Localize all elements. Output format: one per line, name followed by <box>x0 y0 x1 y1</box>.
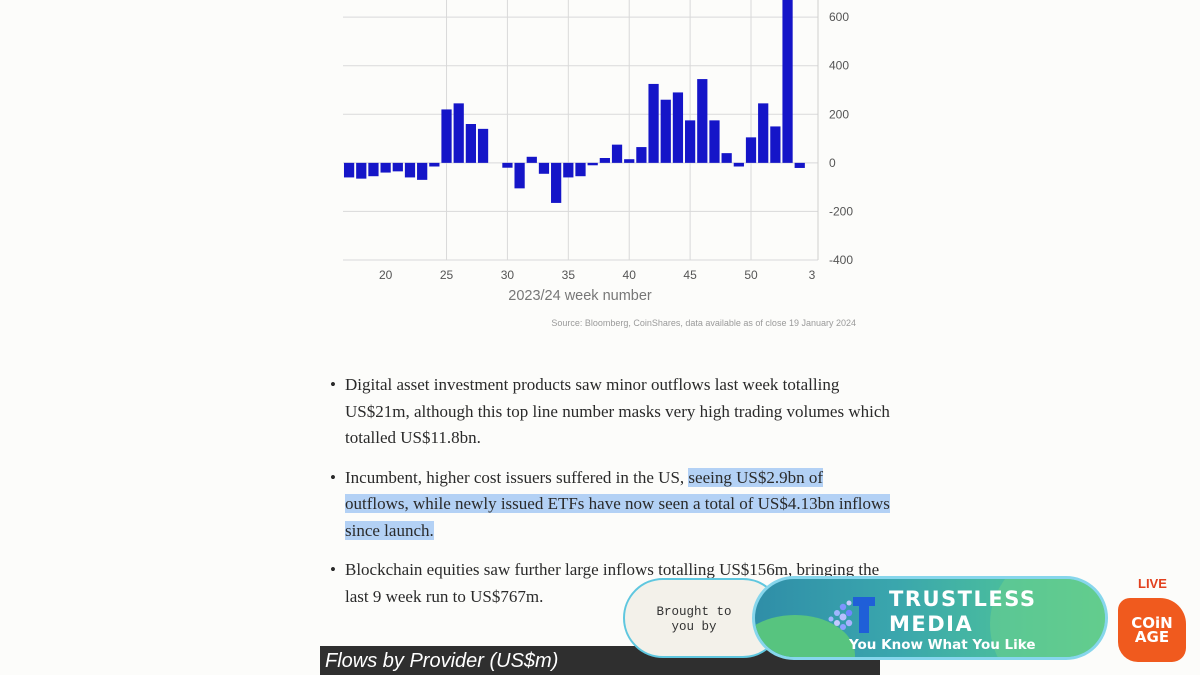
x-tick-label: 50 <box>744 268 758 282</box>
trustless-media-logo-icon <box>828 597 875 633</box>
x-tick-label: 20 <box>379 268 393 282</box>
chart-bar <box>575 162 586 177</box>
chart-bar <box>526 156 537 163</box>
sponsor-label-line1: Brought to <box>656 605 732 619</box>
chart-bar <box>770 126 781 163</box>
chart-bar <box>514 162 525 189</box>
x-tick-label: 25 <box>440 268 454 282</box>
chart-bar <box>551 162 562 203</box>
chart-bar <box>648 83 659 163</box>
banner-decor-circle <box>990 579 1105 657</box>
chart-bar <box>380 162 391 173</box>
y-tick-label: -200 <box>829 204 853 218</box>
chart-bar <box>502 162 513 168</box>
chart-bar <box>611 144 623 163</box>
flows-chart: 600 400 200 0 -200 -400 20 25 30 35 40 45 50 3 2023/24… <box>343 0 853 304</box>
chart-bar <box>404 162 416 178</box>
chart-bar <box>733 162 744 167</box>
y-tick-label: 600 <box>829 10 849 24</box>
chart-source-note: Source: Bloomberg, CoinShares, data avai… <box>551 318 856 328</box>
chart-bar <box>709 120 720 163</box>
chart-bar <box>636 147 647 163</box>
sponsor-label-line2: you by <box>671 620 717 634</box>
sponsor-tagline: You Know What You Like <box>849 637 1036 653</box>
chart-bar <box>392 162 403 172</box>
logo-line2: AGE <box>1134 628 1170 646</box>
chart-bar <box>721 153 732 163</box>
bullet-glyph: • <box>330 375 336 394</box>
chart-bar <box>758 103 769 163</box>
bullet-glyph: • <box>330 560 336 579</box>
chart-bar <box>465 124 476 163</box>
chart-bar <box>745 137 757 163</box>
bullet-text[interactable]: Digital asset investment products saw mi… <box>345 375 890 447</box>
chart-bar <box>453 103 464 163</box>
y-tick-label: -400 <box>829 253 853 267</box>
x-tick-label: 45 <box>683 268 697 282</box>
chart-bar <box>441 109 452 163</box>
y-tick-label: 400 <box>829 59 849 73</box>
chart-bar <box>697 79 708 163</box>
chart-bar <box>624 159 635 163</box>
chart-bar <box>672 92 684 163</box>
chart-bar <box>343 162 355 178</box>
x-tick-label: 3 <box>809 268 816 282</box>
bullet-text[interactable]: Incumbent, higher cost issuers suffered … <box>345 467 689 487</box>
chart-bar <box>417 162 428 180</box>
coinage-logo: COiN AGE <box>1118 598 1186 662</box>
chart-bar <box>794 162 805 168</box>
bullet-item: • Digital asset investment products saw … <box>330 372 890 452</box>
chart-bar <box>782 0 793 163</box>
sponsor-name: TRUSTLESS MEDIA <box>889 587 1037 636</box>
x-tick-label: 30 <box>501 268 515 282</box>
x-axis-label: 2023/24 week number <box>508 288 652 304</box>
x-tick-label: 35 <box>562 268 576 282</box>
bullet-glyph: • <box>330 467 336 487</box>
chart-bar <box>368 162 379 177</box>
y-tick-label: 0 <box>829 156 836 170</box>
chart-bar <box>356 162 367 179</box>
chart-bar <box>538 162 550 174</box>
chart-bar <box>477 128 489 163</box>
sponsor-banner[interactable]: TRUSTLESS MEDIA You Know What You Like <box>752 576 1108 660</box>
chart-bar <box>429 162 440 167</box>
summary-bullets: • Digital asset investment products saw … <box>330 372 890 623</box>
y-tick-label: 200 <box>829 107 849 121</box>
bullet-text[interactable]: Blockchain equities saw further large in… <box>345 560 880 606</box>
chart-bar <box>587 162 598 166</box>
bullet-item: • Incumbent, higher cost issuers suffere… <box>330 465 890 545</box>
chart-bar <box>563 162 574 178</box>
bullet-item: • Blockchain equities saw further large … <box>330 557 890 610</box>
chart-bar <box>660 99 671 163</box>
logo-line1: COiN <box>1131 614 1173 632</box>
section-title: Flows by Provider (US$m) <box>325 650 559 672</box>
section-title-banner: Flows by Provider (US$m) <box>320 646 880 675</box>
live-label: LIVE <box>1138 576 1167 591</box>
chart-bar <box>685 120 696 163</box>
x-tick-label: 40 <box>623 268 637 282</box>
chart-bar <box>599 158 610 163</box>
sponsor-label: Brought to you by <box>646 605 742 635</box>
